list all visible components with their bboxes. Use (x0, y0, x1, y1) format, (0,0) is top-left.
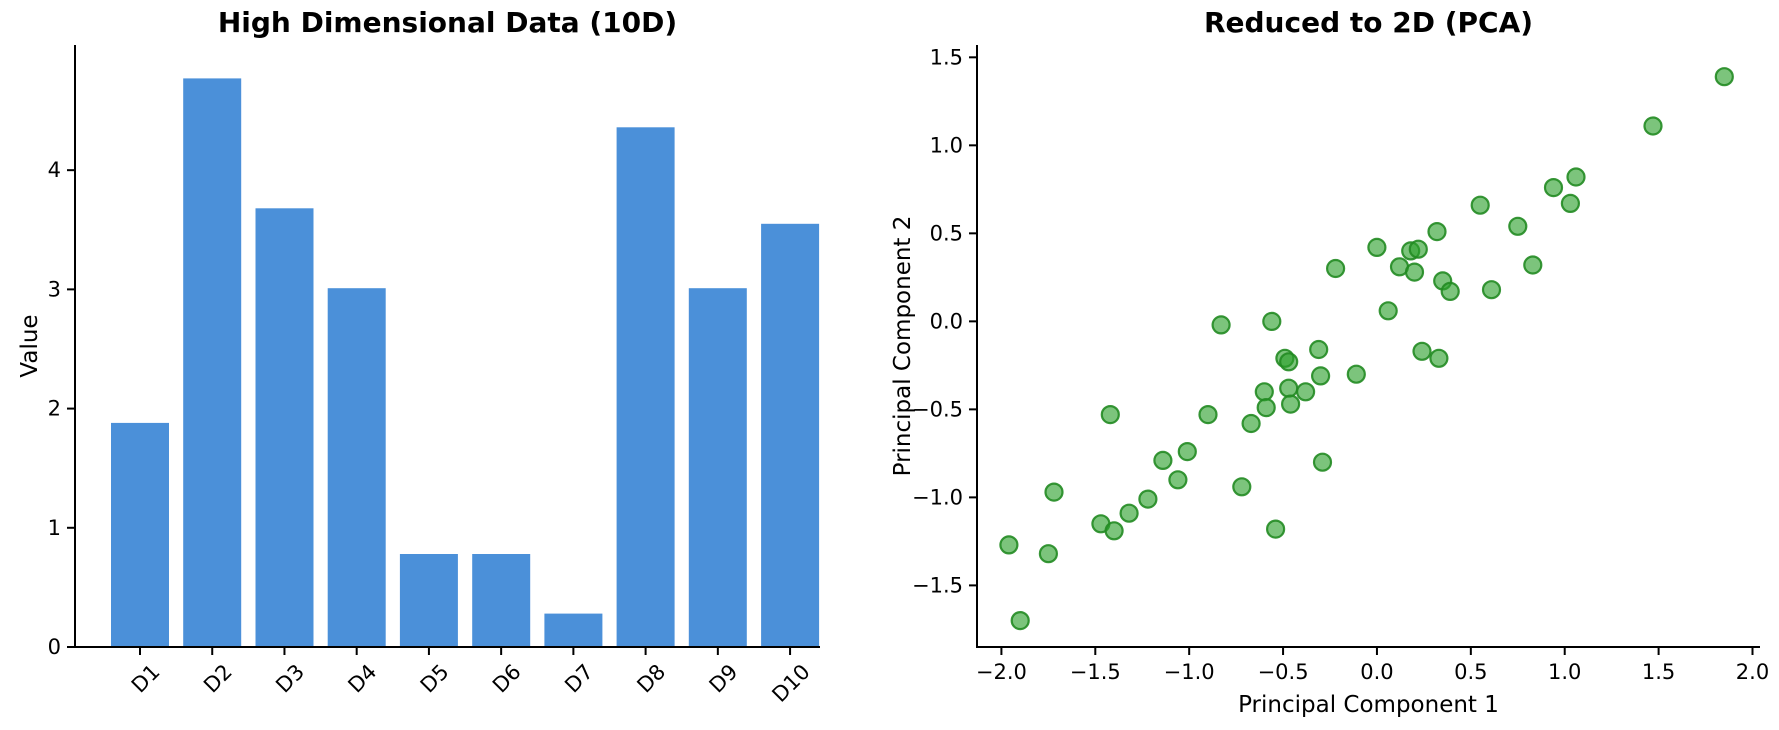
scatter-point (1168, 470, 1188, 490)
scatter-point (1427, 222, 1447, 242)
scatter-point (1325, 258, 1346, 279)
scatter-point (1044, 482, 1064, 502)
scatter-x-axis-label: Principal Component 1 (1238, 692, 1499, 718)
bar-chart-title: High Dimensional Data (10D) (217, 6, 678, 39)
scatter-point (1241, 413, 1261, 434)
scatter-point (1279, 378, 1299, 398)
y-tick-label: −1.0 (912, 485, 963, 509)
scatter-point (1412, 341, 1432, 361)
x-tick-label: D2 (199, 660, 237, 698)
scatter-point (1295, 382, 1316, 402)
scatter-point (1104, 521, 1124, 541)
bar-D3 (255, 208, 314, 648)
scatter-point (1378, 301, 1398, 321)
scatter-point (1367, 237, 1387, 257)
x-tick-label: D1 (127, 660, 165, 698)
scatter-point (1138, 489, 1158, 509)
scatter-point (1310, 366, 1331, 386)
bar-D2 (183, 78, 242, 647)
x-tick-label: D3 (271, 660, 309, 698)
scatter-point (1560, 193, 1581, 213)
scatter-point (1211, 315, 1231, 335)
bar-D8 (616, 127, 675, 648)
y-tick-label: −1.5 (912, 573, 963, 597)
scatter-point (1404, 262, 1425, 282)
scatter-point (1119, 503, 1139, 523)
scatter-point (1100, 405, 1120, 425)
x-tick-label: 1.5 (1642, 660, 1675, 684)
scatter-point (1429, 348, 1449, 368)
scatter-point (1265, 519, 1286, 539)
scatter-point (1010, 610, 1030, 631)
scatter-point (1153, 450, 1173, 470)
scatter-point (1256, 398, 1276, 418)
x-tick-label: −0.5 (1258, 660, 1309, 684)
y-tick-label: 1.0 (930, 133, 963, 157)
scatter-point (1038, 544, 1059, 564)
x-tick-label: −2.0 (976, 660, 1027, 684)
scatter-point (1714, 67, 1734, 87)
scatter-point (999, 535, 1019, 555)
x-tick-label: D5 (416, 660, 454, 698)
x-tick-label: −1.5 (1070, 660, 1121, 684)
y-tick-label: −0.5 (912, 397, 963, 421)
scatter-point (1198, 405, 1218, 425)
x-tick-label: 0.0 (1360, 660, 1393, 684)
x-tick-label: D8 (632, 660, 670, 698)
x-tick-label: 1.0 (1548, 660, 1581, 684)
x-tick-label: D9 (705, 660, 743, 698)
scatter-point (1523, 255, 1543, 275)
scatter-point (1177, 442, 1197, 462)
bar-D5 (399, 554, 458, 647)
x-tick-label: D6 (488, 660, 526, 698)
scatter-point (1470, 195, 1490, 215)
y-tick-label: 4 (48, 158, 61, 182)
bar-D7 (544, 613, 603, 647)
scatter-point (1543, 178, 1564, 198)
y-tick-label: 0.5 (930, 221, 963, 245)
scatter-point (1312, 452, 1333, 472)
y-tick-label: 0 (48, 635, 61, 659)
scatter-point (1262, 311, 1282, 331)
scatter-point (1279, 352, 1299, 372)
bar-D1 (111, 422, 169, 647)
bar-D6 (472, 554, 531, 647)
bar-D10 (761, 223, 820, 648)
y-tick-label: 2 (48, 397, 61, 421)
bar-D9 (688, 288, 747, 647)
bar-plot-area: 0 1 2 3 4 D1 D2 D3 D4 D5 D6 D7 D8 D9 D10 (48, 45, 820, 707)
scatter-point (1280, 394, 1301, 414)
scatter-point (1481, 280, 1502, 300)
y-tick-label: 0.0 (930, 309, 963, 333)
scatter-point (1232, 477, 1252, 497)
x-tick-label: −1.0 (1164, 660, 1215, 684)
scatter-point (1566, 167, 1586, 187)
x-tick-label: D7 (560, 660, 598, 698)
scatter-point (1508, 216, 1528, 236)
x-tick-label: 0.5 (1454, 660, 1487, 684)
y-tick-label: 1.5 (930, 45, 963, 69)
scatter-point (1643, 116, 1663, 136)
x-tick-label: 2.0 (1736, 660, 1769, 684)
scatter-point (1309, 339, 1329, 360)
y-tick-label: 3 (48, 277, 61, 301)
x-tick-label: D4 (343, 660, 381, 698)
scatter-point (1254, 382, 1274, 402)
scatter-point (1346, 364, 1366, 384)
y-tick-label: 1 (48, 516, 61, 540)
bar-D4 (327, 288, 386, 647)
scatter-point (1408, 239, 1428, 259)
scatter-point (1440, 281, 1460, 301)
x-tick-label: D10 (767, 660, 814, 707)
scatter-chart-title: Reduced to 2D (PCA) (1203, 6, 1534, 39)
scatter-plot-area: −1.5 −1.0 −0.5 0.0 0.5 1.0 1.5 −2.0 −1.5 −1.0 −0.5… (912, 45, 1769, 684)
